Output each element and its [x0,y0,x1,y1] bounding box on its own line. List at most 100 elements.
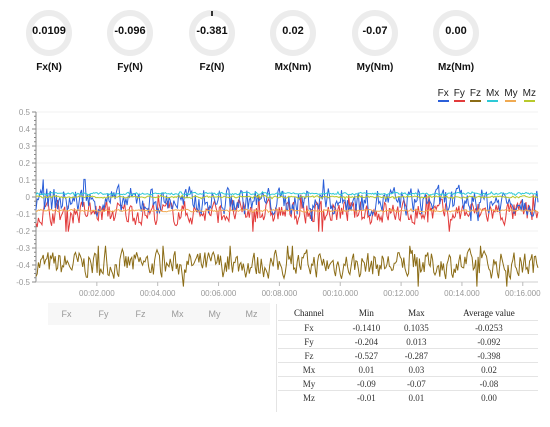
column-header: Min [358,308,374,318]
y-tick-label: -0.1 [16,210,30,219]
legend-item-fz[interactable]: Fz [470,88,481,102]
table-cell: 0.00 [439,390,538,404]
legend-item-mx[interactable]: Mx [486,88,499,102]
tab-fy[interactable]: Fy [98,309,109,319]
gauge-dial: 0.02 [268,8,318,58]
table-cell: Fy [278,334,340,349]
gauge-fz: -0.381 Fz(N) [177,8,247,73]
legend-label: Fx [437,88,449,99]
chart-legend: Fx Fy Fz Mx My Mz [438,88,536,102]
gauge-mz: 0.00 Mz(Nm) [421,8,491,73]
series-line-fz [35,245,539,287]
series-line-mz [35,194,539,200]
table-cell: Mx [278,362,340,377]
table-cell: 0.03 [392,362,440,377]
gauge-value: 0.00 [445,25,467,37]
gauge-value: 0.02 [282,25,304,37]
table-row: Fy -0.204 0.013 -0.092 [278,334,538,349]
force-torque-line-chart: 0.5 0.4 0.3 0.2 0.1 0 -0.1 -0.2 -0.3 -0.4 -0.5 00:0… [16,108,541,298]
x-tick-label: 00:06.000 [201,289,237,298]
gauge-fx: 0.0109 Fx(N) [14,8,84,73]
gauge-label: Mx(Nm) [274,62,312,73]
channel-tabs: Fx Fy Fz Mx My Mz [48,303,270,325]
tab-mz[interactable]: Mz [245,309,258,319]
gauge-value: 0.0109 [32,25,66,37]
x-tick-label: 00:12.000 [383,289,419,298]
gauge-dial: -0.381 [187,8,237,58]
table-cell: -0.287 [392,348,440,363]
table-cell: 0.01 [392,390,440,404]
legend-swatch [437,100,449,102]
series-line-fy [35,194,539,232]
legend-item-mz[interactable]: Mz [523,88,536,102]
gauge-label: Fx(N) [36,62,62,73]
table-row: Mz -0.01 0.01 0.00 [278,390,538,404]
gauge-value: -0.381 [196,25,228,37]
y-tick-label: -0.5 [16,278,30,287]
table-cell: -0.08 [439,376,538,391]
gauge-dial: -0.07 [350,8,400,58]
gauge-value: -0.096 [114,25,146,37]
gauge-fy: -0.096 Fy(N) [95,8,165,73]
gauge-value: -0.07 [362,25,388,37]
series-line-mx [35,190,539,197]
tab-my[interactable]: My [208,309,221,319]
y-tick-label: 0.4 [19,125,31,134]
tab-fx[interactable]: Fx [61,309,72,319]
table-cell: 0.013 [392,334,440,349]
legend-item-fx[interactable]: Fx [438,88,449,102]
table-cell: Fz [278,348,340,363]
x-tick-label: 00:08.000 [262,289,298,298]
table-cell: -0.07 [392,376,440,391]
table-cell: -0.01 [340,390,393,404]
legend-item-fy[interactable]: Fy [454,88,465,102]
table-cell: -0.398 [439,348,538,363]
x-tick-label: 00:14.000 [444,289,480,298]
gauge-dial: 0.00 [431,8,481,58]
gauge-label: Fz(N) [199,62,225,73]
table-row: Fz -0.527 -0.287 -0.398 [278,348,538,363]
table-cell: 0.02 [439,362,538,377]
x-tick-label: 00:16.000 [505,289,541,298]
table-cell: -0.204 [340,334,393,349]
table-divider [276,304,277,412]
gauge-label: Fy(N) [117,62,143,73]
table-cell: 0.01 [340,362,393,377]
column-header: Channel [294,308,324,318]
series-line-fx [35,178,539,222]
tab-mx[interactable]: Mx [171,309,184,319]
legend-label: Mx [485,88,500,99]
tab-fz[interactable]: Fz [135,309,146,319]
legend-swatch [469,100,481,102]
gauge-dial: -0.096 [105,8,155,58]
legend-swatch [453,100,465,102]
y-tick-label: -0.3 [16,244,30,253]
table-row: Fx -0.1410 0.1035 -0.0253 [278,320,538,335]
table-row: My -0.09 -0.07 -0.08 [278,376,538,391]
table-cell: -0.527 [340,348,393,363]
legend-label: Mz [522,88,536,99]
legend-swatch [487,100,499,102]
legend-swatch [505,100,517,102]
table-cell: -0.09 [340,376,393,391]
gauge-dial: 0.0109 [24,8,74,58]
x-tick-label: 00:04.000 [140,289,176,298]
series-line-my [35,207,539,214]
gauge-mx: 0.02 Mx(Nm) [258,8,328,73]
table-cell: My [278,376,340,391]
gauge-label: Mz(Nm) [437,62,475,73]
table-cell: 0.1035 [392,320,440,335]
x-tick-label: 00:02.000 [79,289,115,298]
legend-item-my[interactable]: My [504,88,518,102]
table-cell: Fx [278,320,340,335]
y-tick-label: 0.5 [19,108,31,117]
column-header: Max [408,308,425,318]
summary-table: Channel Min Max Average value Fx -0.1410 0.10… [278,306,538,404]
legend-label: Fz [469,88,481,99]
table-row: Mx 0.01 0.03 0.02 [278,362,538,377]
y-tick-label: 0.2 [19,159,31,168]
table-cell: Mz [278,390,340,404]
table-cell: -0.0253 [439,320,538,335]
y-tick-label: 0.3 [19,142,31,151]
y-tick-label: -0.2 [16,227,30,236]
